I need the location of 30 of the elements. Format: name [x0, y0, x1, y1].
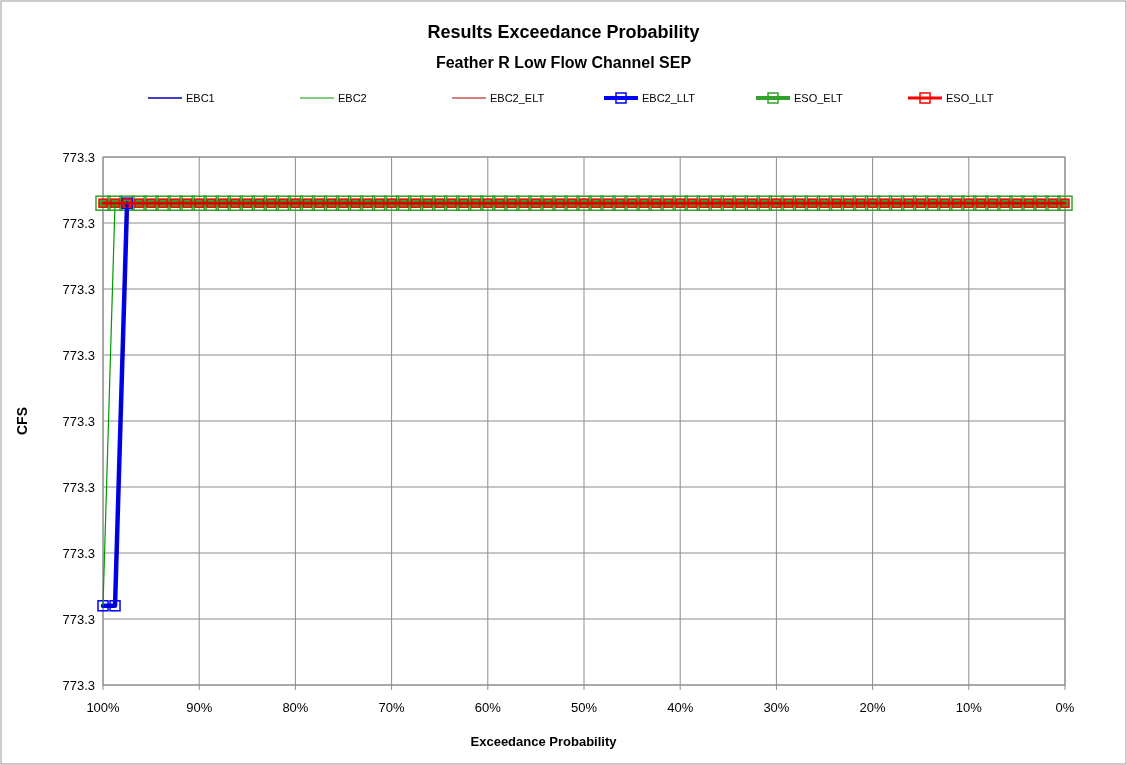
- legend-label: EBC1: [186, 91, 215, 104]
- x-tick-label: 20%: [859, 700, 887, 715]
- legend-label: EBC2: [338, 91, 367, 104]
- x-tick-label: 10%: [955, 700, 983, 715]
- y-axis-title: CFS: [14, 407, 30, 435]
- x-tick-label: 0%: [1055, 700, 1075, 715]
- x-tick-label: 40%: [667, 700, 694, 715]
- x-tick-label: 80%: [282, 700, 309, 715]
- chart-title: Results Exceedance Probability: [427, 22, 700, 42]
- x-tick-label: 30%: [763, 700, 790, 715]
- y-tick-label: 773.3: [62, 677, 95, 693]
- x-tick-label: 50%: [570, 700, 598, 715]
- y-tick-label: 773.3: [62, 413, 95, 429]
- x-tick-label: 70%: [378, 700, 406, 715]
- x-tick-label: 90%: [186, 700, 213, 715]
- y-tick-label: 773.3: [62, 347, 95, 363]
- legend-label: ESO_LLT: [946, 91, 994, 104]
- y-tick-label: 773.3: [62, 611, 95, 627]
- y-tick-label: 773.3: [62, 479, 95, 495]
- x-axis-title: Exceedance Probability: [470, 734, 618, 749]
- y-tick-label: 773.3: [62, 545, 95, 561]
- legend-label: ESO_ELT: [794, 91, 843, 104]
- y-tick-label: 773.3: [62, 281, 95, 297]
- y-tick-label: 773.3: [62, 215, 95, 231]
- x-tick-label: 100%: [86, 700, 121, 715]
- chart-subtitle: Feather R Low Flow Channel SEP: [435, 54, 692, 71]
- x-tick-label: 60%: [474, 700, 502, 715]
- y-tick-label: 773.3: [62, 149, 95, 165]
- legend-label: EBC2_LLT: [642, 91, 696, 104]
- legend-label: EBC2_ELT: [490, 91, 545, 104]
